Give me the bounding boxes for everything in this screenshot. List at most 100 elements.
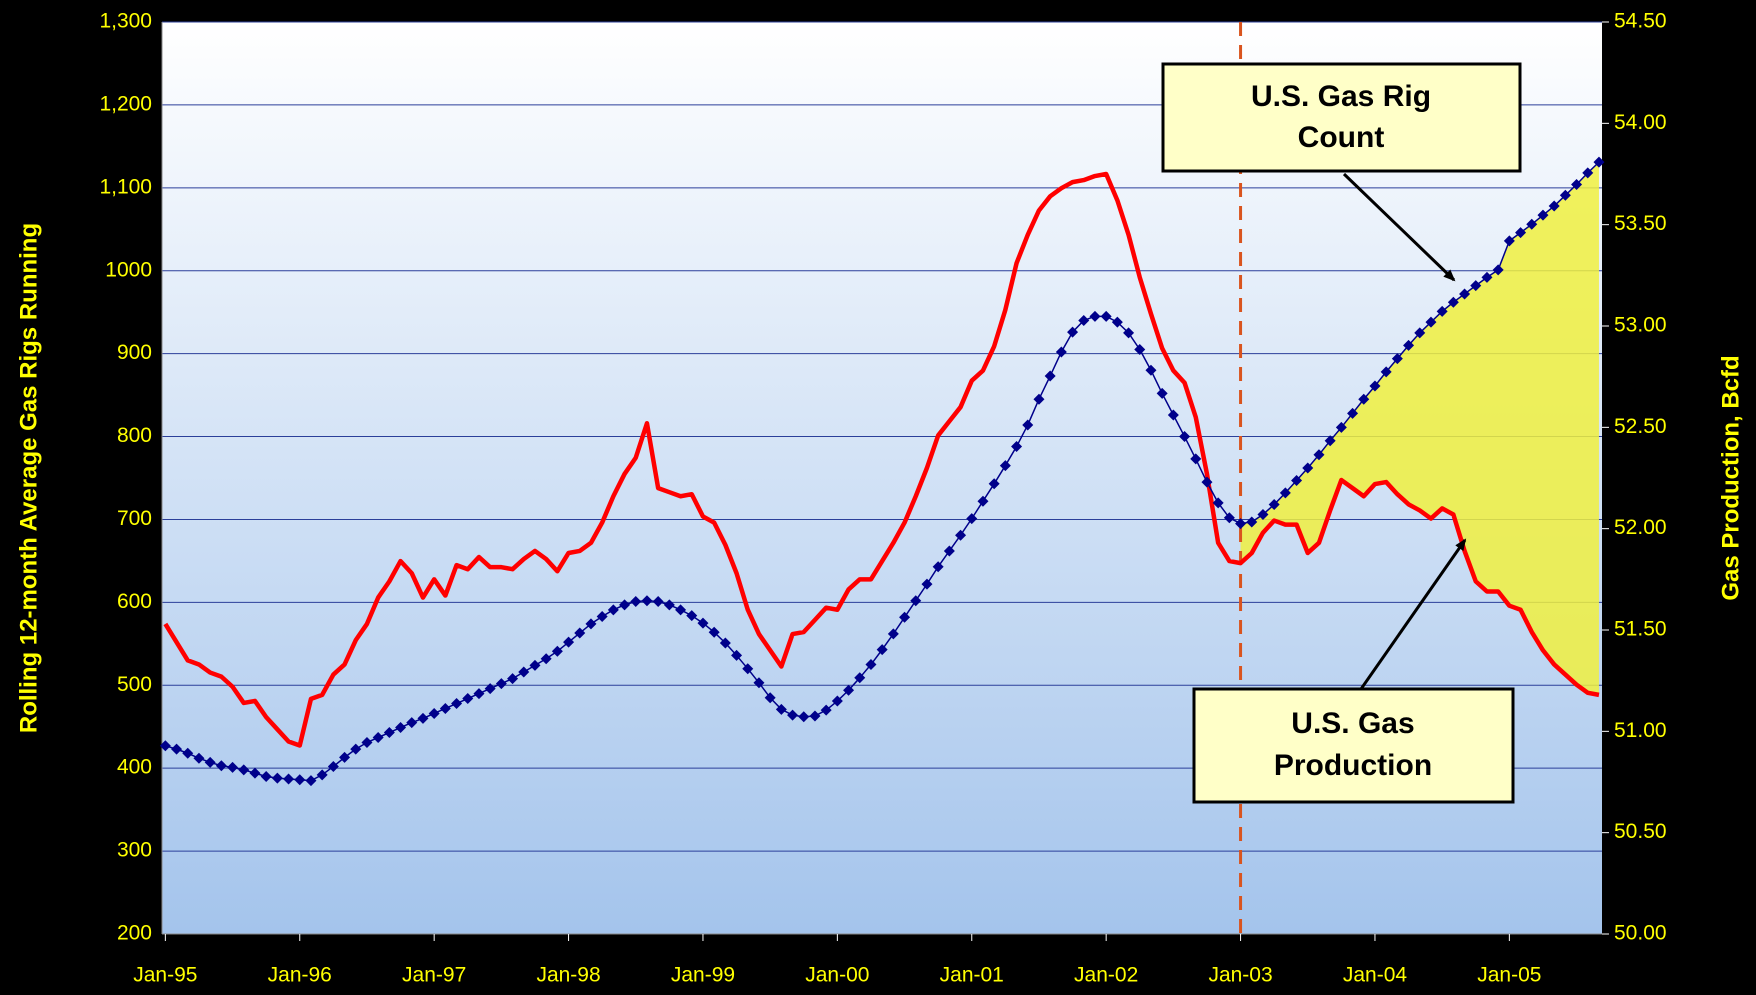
data-point <box>372 732 384 744</box>
data-point <box>641 595 653 607</box>
data-point <box>1257 508 1269 520</box>
data-point <box>395 722 407 734</box>
data-point <box>809 710 821 722</box>
data-point <box>988 478 1000 490</box>
data-point <box>1593 156 1605 168</box>
data-point <box>1100 310 1112 322</box>
y2-tick-label: 51.00 <box>1614 719 1667 742</box>
data-point <box>630 596 642 608</box>
data-point <box>406 717 418 729</box>
y-tick-label: 1,300 <box>99 10 152 33</box>
data-point <box>428 707 440 719</box>
data-point <box>753 677 765 689</box>
data-point <box>193 752 205 764</box>
data-point <box>977 495 989 507</box>
y-tick-label: 800 <box>117 424 152 447</box>
data-point <box>1403 339 1415 351</box>
y2-tick-label: 52.00 <box>1614 516 1667 539</box>
data-point <box>1559 189 1571 201</box>
annotation-box <box>1192 687 1515 804</box>
data-point <box>820 704 832 716</box>
y-tick-label: 300 <box>117 839 152 862</box>
y2-axis-title: Gas Production, Bcfd <box>1717 355 1744 600</box>
data-point <box>540 653 552 665</box>
data-point <box>843 684 855 696</box>
data-point <box>697 617 709 629</box>
data-point <box>383 727 395 739</box>
data-point <box>596 610 608 622</box>
data-point <box>1201 476 1213 488</box>
data-point <box>327 761 339 773</box>
data-point <box>1470 280 1482 292</box>
data-point <box>159 740 171 752</box>
data-point <box>182 747 194 759</box>
data-point <box>507 673 519 685</box>
y2-tick-label: 52.50 <box>1614 415 1667 438</box>
data-point <box>1145 364 1157 376</box>
data-point <box>350 743 362 755</box>
data-point <box>1436 305 1448 317</box>
data-point <box>1492 264 1504 276</box>
data-point <box>1167 409 1179 421</box>
data-point <box>1156 387 1168 399</box>
data-point <box>1123 327 1135 339</box>
data-point <box>451 698 463 710</box>
annotation: U.S. Gas Rig <box>1251 80 1431 113</box>
data-point <box>529 659 541 671</box>
data-point <box>1447 296 1459 308</box>
data-point <box>551 645 563 657</box>
data-point <box>787 709 799 721</box>
data-point <box>775 703 787 715</box>
data-point <box>966 513 978 525</box>
y-tick-label: 700 <box>117 507 152 530</box>
data-point <box>899 611 911 623</box>
data-point <box>1302 462 1314 474</box>
y2-tick-label: 50.00 <box>1614 922 1667 945</box>
data-point <box>764 692 776 704</box>
data-point <box>1190 453 1202 465</box>
data-point <box>1055 346 1067 358</box>
data-point <box>1022 419 1034 431</box>
y-tick-label: 1,200 <box>99 92 152 115</box>
arrow <box>1359 538 1467 690</box>
data-point <box>227 761 239 773</box>
data-point <box>283 773 295 785</box>
data-point <box>1067 326 1079 338</box>
data-point <box>271 772 283 784</box>
data-point <box>1078 314 1090 326</box>
data-point <box>1414 327 1426 339</box>
data-point <box>294 774 306 786</box>
data-point <box>1212 497 1224 509</box>
data-point <box>574 627 586 639</box>
arrow <box>1342 172 1456 282</box>
x-tick-label: Jan-96 <box>268 964 332 987</box>
annotation: U.S. Gas <box>1291 707 1414 740</box>
y-axis-title: Rolling 12-month Average Gas Rigs Runnin… <box>15 223 42 733</box>
data-point <box>417 712 429 724</box>
data-point <box>1179 431 1191 443</box>
data-point <box>1503 235 1515 247</box>
y2-tick-label: 54.50 <box>1614 10 1667 33</box>
data-point <box>887 628 899 640</box>
data-point <box>854 672 866 684</box>
data-point <box>708 626 720 638</box>
annotation: Production <box>1274 749 1432 782</box>
data-point <box>742 663 754 675</box>
data-point <box>215 760 227 772</box>
x-tick-label: Jan-00 <box>805 964 869 987</box>
data-point <box>1011 440 1023 452</box>
data-point <box>484 683 496 695</box>
data-point <box>249 767 261 779</box>
data-point <box>1044 370 1056 382</box>
data-point <box>260 770 272 782</box>
x-tick-label: Jan-01 <box>940 964 1004 987</box>
data-point <box>238 764 250 776</box>
y-tick-label: 400 <box>117 756 152 779</box>
data-point <box>865 659 877 671</box>
data-point <box>1291 474 1303 486</box>
data-point <box>619 599 631 611</box>
data-point <box>473 688 485 700</box>
y2-tick-label: 50.50 <box>1614 820 1667 843</box>
data-point <box>171 743 183 755</box>
